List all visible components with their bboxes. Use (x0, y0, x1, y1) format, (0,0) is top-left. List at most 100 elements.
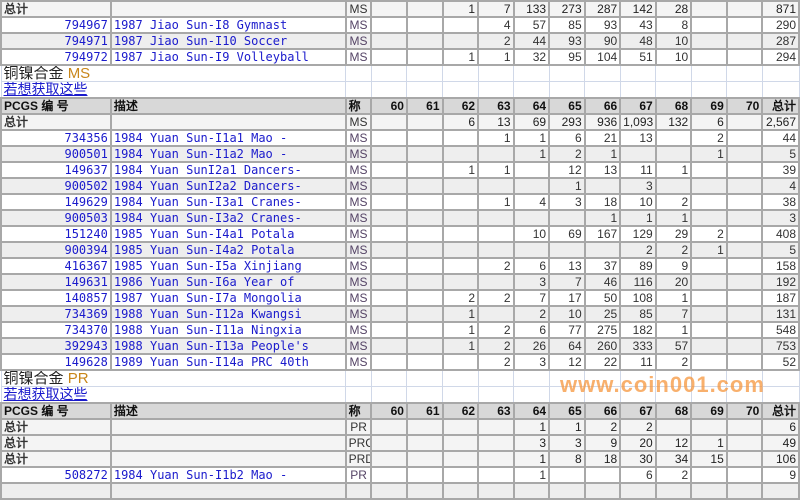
column-header-pcgs[interactable]: PCGS 编 号 (0, 402, 112, 420)
description-link[interactable]: 1987 Jiao Sun-I8 Gymnast (109, 16, 347, 34)
description-link[interactable]: 1984 Yuan Sun-I1a1 Mao - (109, 129, 347, 147)
grade-count-67: 6 (619, 466, 657, 484)
column-header-70[interactable]: 70 (725, 402, 764, 420)
grade-count-66: 90 (583, 32, 622, 50)
grade-count-70 (725, 129, 764, 147)
description-link[interactable]: 1984 Yuan SunI2a1 Dancers- (109, 161, 347, 179)
description-link[interactable]: 1987 Yuan Sun-I7a Mongolia (109, 289, 347, 307)
description-link[interactable]: 1984 Yuan Sun-I1a2 Mao - (109, 145, 347, 163)
pcgs-number-link[interactable]: 151240 (0, 225, 112, 243)
grade-count-64: 7 (512, 289, 551, 307)
pcgs-number-link[interactable]: 900394 (0, 241, 112, 259)
pcgs-number-link[interactable]: 794972 (0, 48, 112, 66)
column-header-62[interactable]: 62 (441, 97, 480, 115)
description-link[interactable]: 1985 Yuan Sun-I5a Xinjiang (109, 257, 347, 275)
column-header-grade[interactable]: 称 (344, 402, 373, 420)
pcgs-number-link[interactable]: 900501 (0, 145, 112, 163)
description-link[interactable]: 1985 Yuan Sun-I4a1 Potala (109, 225, 347, 243)
description-link[interactable] (109, 482, 347, 500)
column-header-67[interactable]: 67 (619, 402, 657, 420)
column-header-69[interactable]: 69 (690, 97, 728, 115)
column-header-60[interactable]: 60 (370, 402, 408, 420)
column-header-63[interactable]: 63 (477, 402, 515, 420)
description-link[interactable]: 1986 Yuan Sun-I6a Year of (109, 273, 347, 291)
grade-type-cell: MS (344, 113, 373, 131)
pcgs-number-link[interactable]: 734370 (0, 321, 112, 339)
table-row: 392943 1988 Yuan Sun-I13a People's MS 1 2 26 6… (0, 337, 800, 355)
pcgs-number-link[interactable]: 900502 (0, 177, 112, 195)
grade-count-69 (690, 353, 728, 371)
grade-count-63 (477, 241, 515, 259)
column-header-64[interactable]: 64 (512, 97, 551, 115)
empty-cell (584, 369, 621, 387)
pcgs-number-link[interactable]: 149629 (0, 193, 112, 211)
grade-type-cell: PR (344, 418, 373, 436)
grade-count-66 (583, 466, 622, 484)
column-header-description[interactable]: 描述 (109, 97, 347, 115)
total-label: 总计 (0, 434, 112, 452)
grade-count-66: 93 (583, 16, 622, 34)
pcgs-number-link[interactable]: 734356 (0, 129, 112, 147)
grade-count-66: 22 (583, 353, 622, 371)
grade-count-65: 64 (548, 337, 586, 355)
column-header-pcgs[interactable]: PCGS 编 号 (0, 97, 112, 115)
description-link[interactable]: 1988 Yuan Sun-I11a Ningxia (109, 321, 347, 339)
grade-count-64: 32 (512, 48, 551, 66)
pcgs-number-link[interactable]: 149631 (0, 273, 112, 291)
column-header-67[interactable]: 67 (619, 97, 657, 115)
description-cell (109, 434, 347, 452)
grade-count-65: 93 (548, 32, 586, 50)
grade-count-65: 273 (548, 0, 586, 18)
column-header-total[interactable]: 总计 (761, 97, 800, 115)
pcgs-number-link[interactable]: 794971 (0, 32, 112, 50)
pcgs-number-link[interactable]: 149628 (0, 353, 112, 371)
column-header-62[interactable]: 62 (441, 402, 480, 420)
grade-count-69 (690, 273, 728, 291)
pcgs-number-link[interactable]: 900503 (0, 209, 112, 227)
grade-count-67: 48 (619, 32, 657, 50)
description-link[interactable]: 1984 Yuan Sun-I3a2 Cranes- (109, 209, 347, 227)
description-link[interactable]: 1987 Jiao Sun-I9 Volleyball (109, 48, 347, 66)
column-header-61[interactable]: 61 (405, 97, 444, 115)
description-link[interactable]: 1984 Yuan Sun-I1b2 Mao - (109, 466, 347, 484)
column-header-65[interactable]: 65 (548, 402, 586, 420)
pcgs-number-link[interactable] (0, 482, 112, 500)
description-link[interactable]: 1985 Yuan Sun-I4a2 Potala (109, 241, 347, 259)
description-link[interactable]: 1988 Yuan Sun-I13a People's (109, 337, 347, 355)
grade-count-70 (725, 48, 764, 66)
column-header-68[interactable]: 68 (654, 97, 693, 115)
grade-count-67: 333 (619, 337, 657, 355)
column-header-64[interactable]: 64 (512, 402, 551, 420)
column-header-total[interactable]: 总计 (761, 402, 800, 420)
column-header-grade[interactable]: 称 (344, 97, 373, 115)
row-total: 187 (761, 289, 800, 307)
pcgs-number-link[interactable]: 794967 (0, 16, 112, 34)
column-header-description[interactable]: 描述 (109, 402, 347, 420)
pcgs-number-link[interactable]: 734369 (0, 305, 112, 323)
column-header-60[interactable]: 60 (370, 97, 408, 115)
column-header-69[interactable]: 69 (690, 402, 728, 420)
description-link[interactable]: 1987 Jiao Sun-I10 Soccer (109, 32, 347, 50)
row-total: 192 (761, 273, 800, 291)
pcgs-number-link[interactable]: 149637 (0, 161, 112, 179)
pcgs-number-link[interactable]: 416367 (0, 257, 112, 275)
pcgs-number-link[interactable]: 140857 (0, 289, 112, 307)
column-header-65[interactable]: 65 (548, 97, 586, 115)
get-these-link[interactable]: 若想获取这些 (3, 81, 88, 97)
column-header-68[interactable]: 68 (654, 402, 693, 420)
empty-cell (370, 81, 408, 99)
description-link[interactable]: 1984 Yuan Sun-I3a1 Cranes- (109, 193, 347, 211)
column-header-70[interactable]: 70 (725, 97, 764, 115)
get-these-link[interactable]: 若想获取这些 (3, 386, 88, 402)
description-link[interactable]: 1984 Yuan SunI2a2 Dancers- (109, 177, 347, 195)
description-link[interactable]: 1988 Yuan Sun-I12a Kwangsi (109, 305, 347, 323)
pcgs-number-link[interactable]: 392943 (0, 337, 112, 355)
pcgs-number-link[interactable]: 508272 (0, 466, 112, 484)
column-header-66[interactable]: 66 (583, 402, 622, 420)
column-header-61[interactable]: 61 (405, 402, 444, 420)
grade-count-62 (441, 466, 480, 484)
description-link[interactable]: 1989 Yuan Sun-I14a PRC 40th (109, 353, 347, 371)
column-header-66[interactable]: 66 (583, 97, 622, 115)
column-header-63[interactable]: 63 (477, 97, 515, 115)
total-row: 总计 PR 1 1 2 2 6 (0, 418, 800, 436)
